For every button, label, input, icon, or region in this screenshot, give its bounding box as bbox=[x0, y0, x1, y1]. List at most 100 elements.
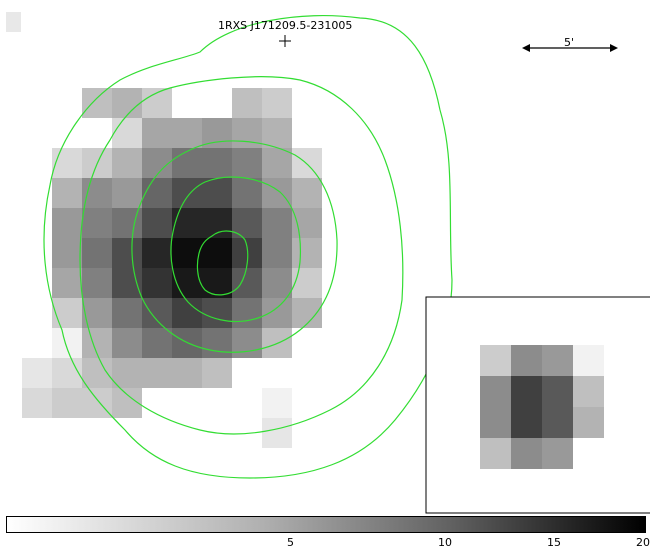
image-pixel bbox=[142, 238, 172, 268]
image-pixel bbox=[292, 178, 322, 208]
image-pixel bbox=[262, 118, 292, 148]
image-pixel bbox=[82, 88, 112, 118]
source-marker-icon bbox=[279, 35, 291, 47]
inset-pixel bbox=[542, 407, 573, 438]
image-pixel bbox=[262, 298, 292, 328]
image-pixel bbox=[172, 178, 202, 208]
contour-lines bbox=[43, 14, 453, 479]
image-pixel bbox=[52, 208, 82, 238]
image-pixel bbox=[82, 208, 112, 238]
image-pixel bbox=[52, 298, 82, 328]
image-pixel bbox=[52, 328, 82, 358]
colorbar-tick-15: 15 bbox=[547, 536, 561, 549]
image-pixel bbox=[142, 328, 172, 358]
image-pixel bbox=[52, 148, 82, 178]
inset-pixel bbox=[542, 376, 573, 407]
contour-level-3 bbox=[131, 140, 338, 353]
image-pixel bbox=[82, 178, 112, 208]
image-pixel bbox=[142, 208, 172, 238]
colorbar-tick-10: 10 bbox=[438, 536, 452, 549]
image-pixel bbox=[112, 148, 142, 178]
contour-level-1 bbox=[43, 14, 453, 479]
image-pixel bbox=[202, 178, 232, 208]
inset-pixel bbox=[480, 407, 511, 438]
image-pixel bbox=[262, 418, 292, 448]
image-pixel bbox=[22, 358, 52, 388]
inset-pixel bbox=[511, 438, 542, 469]
inset-pixel bbox=[542, 345, 573, 376]
image-pixel bbox=[52, 358, 82, 388]
image-pixel bbox=[142, 178, 172, 208]
image-pixel bbox=[52, 388, 82, 418]
scale-arrow-icon bbox=[522, 44, 618, 52]
inset-pixel-grid bbox=[480, 345, 604, 469]
corner-pixel bbox=[6, 12, 21, 32]
image-pixel bbox=[232, 268, 262, 298]
inset-pixel bbox=[480, 438, 511, 469]
inset-pixel bbox=[511, 345, 542, 376]
inset-pixel bbox=[511, 376, 542, 407]
inset-pixel bbox=[573, 376, 604, 407]
image-pixel bbox=[172, 208, 202, 238]
image-pixel bbox=[292, 148, 322, 178]
image-pixel bbox=[292, 238, 322, 268]
contour-level-2 bbox=[79, 76, 404, 435]
image-pixel bbox=[232, 148, 262, 178]
image-pixel bbox=[142, 148, 172, 178]
inset-pixel bbox=[573, 407, 604, 438]
image-pixel bbox=[112, 178, 142, 208]
image-pixel bbox=[52, 178, 82, 208]
image-pixel bbox=[112, 268, 142, 298]
image-pixel bbox=[172, 118, 202, 148]
contour-level-4 bbox=[170, 176, 302, 323]
image-pixel bbox=[142, 118, 172, 148]
main-pixel-grid bbox=[22, 88, 322, 448]
image-pixel bbox=[292, 268, 322, 298]
image-pixel bbox=[82, 388, 112, 418]
image-pixel bbox=[202, 298, 232, 328]
image-pixel bbox=[142, 268, 172, 298]
image-pixel bbox=[52, 268, 82, 298]
contour-level-5 bbox=[196, 230, 249, 296]
image-pixel bbox=[202, 148, 232, 178]
scale-label: 5' bbox=[564, 36, 575, 49]
image-pixel bbox=[142, 358, 172, 388]
image-pixel bbox=[112, 298, 142, 328]
image-pixel bbox=[82, 298, 112, 328]
image-pixel bbox=[22, 388, 52, 418]
image-pixel bbox=[232, 88, 262, 118]
inset-pixel bbox=[573, 345, 604, 376]
inset-pixel bbox=[480, 345, 511, 376]
image-pixel bbox=[232, 298, 262, 328]
inset-pixel bbox=[542, 438, 573, 469]
image-pixel bbox=[112, 238, 142, 268]
image-pixel bbox=[112, 358, 142, 388]
image-pixel bbox=[262, 388, 292, 418]
image-pixel bbox=[202, 358, 232, 388]
image-pixel bbox=[202, 328, 232, 358]
image-pixel bbox=[262, 238, 292, 268]
image-pixel bbox=[112, 388, 142, 418]
image-pixel bbox=[202, 268, 232, 298]
image-pixel bbox=[112, 328, 142, 358]
colorbar-tick-20: 20 bbox=[636, 536, 650, 549]
inset-pixel bbox=[511, 407, 542, 438]
inset-pixel bbox=[480, 376, 511, 407]
image-pixel bbox=[202, 118, 232, 148]
image-pixel bbox=[292, 208, 322, 238]
image-pixel bbox=[172, 358, 202, 388]
image-pixel bbox=[52, 238, 82, 268]
image-pixel bbox=[172, 148, 202, 178]
image-pixel bbox=[82, 238, 112, 268]
image-pixel bbox=[262, 88, 292, 118]
image-pixel bbox=[262, 268, 292, 298]
image-pixel bbox=[262, 148, 292, 178]
image-pixel bbox=[142, 298, 172, 328]
image-pixel bbox=[112, 88, 142, 118]
image-pixel bbox=[112, 118, 142, 148]
image-pixel bbox=[262, 178, 292, 208]
image-pixel bbox=[202, 238, 232, 268]
colorbar bbox=[6, 516, 646, 533]
image-pixel bbox=[172, 298, 202, 328]
